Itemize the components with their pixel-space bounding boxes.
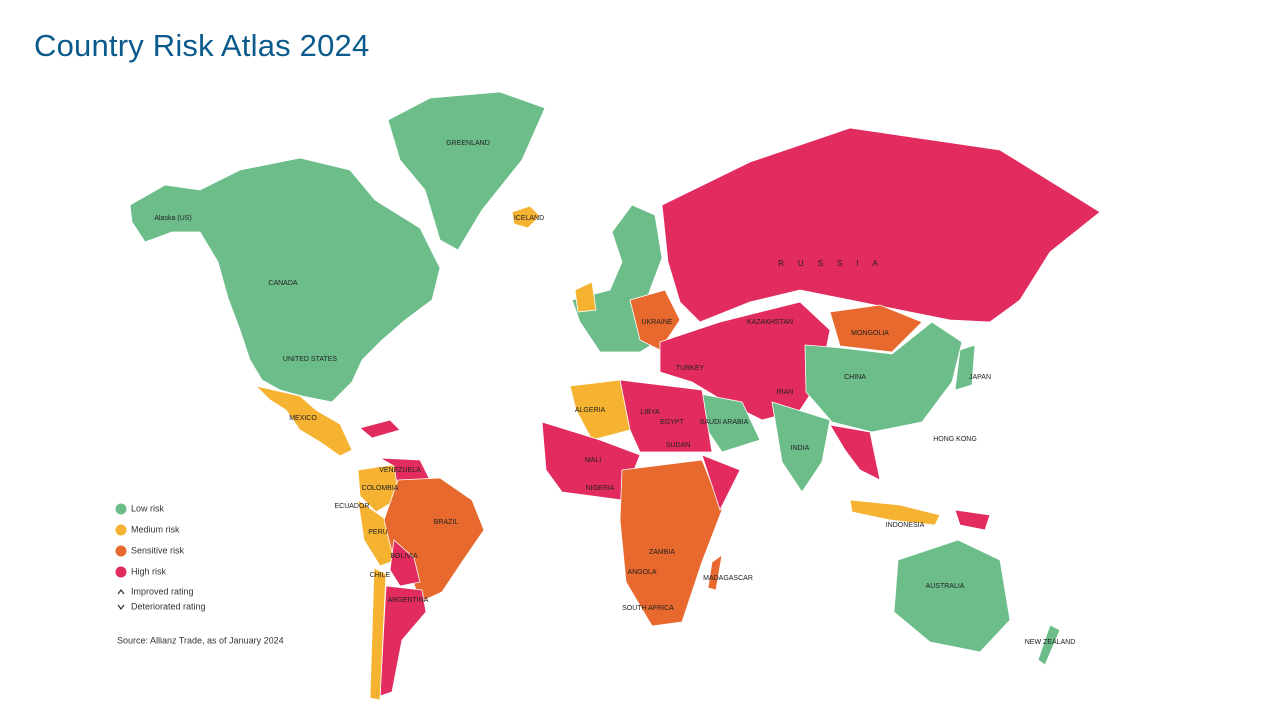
country-label: INDONESIA (886, 522, 925, 529)
algeria (569, 379, 631, 441)
country-label: ARGENTINA (388, 597, 429, 604)
country-label: LIBYA (640, 409, 660, 416)
north-africa (619, 379, 713, 453)
legend-swatch (115, 566, 127, 578)
legend-note: Deteriorated rating (131, 601, 206, 611)
source: Source: Allianz Trade, as of January 202… (117, 635, 284, 645)
legend-label: High risk (131, 566, 167, 576)
country-label: ECUADOR (334, 503, 369, 510)
country-label: NIGERIA (586, 485, 615, 492)
country-label: TURKEY (676, 365, 705, 372)
greenland (387, 91, 546, 251)
legend-label: Low risk (131, 503, 165, 513)
legend-swatch (115, 524, 127, 536)
country-label: BRAZIL (434, 519, 459, 526)
legend-note-icon (117, 604, 125, 610)
russia (661, 127, 1101, 323)
country-label: MALI (585, 457, 601, 464)
country-label: CHILE (370, 572, 391, 579)
country-label: CHINA (844, 374, 866, 381)
india (771, 401, 831, 493)
legend-label: Medium risk (131, 524, 180, 534)
legend-note-icon (117, 589, 125, 595)
indonesia (849, 499, 941, 526)
papua (954, 509, 991, 531)
country-label: COLOMBIA (362, 485, 399, 492)
australia (893, 539, 1011, 653)
peru (357, 499, 397, 567)
country-label: SOUTH AFRICA (622, 605, 674, 612)
landmasses (129, 91, 1101, 701)
iceland (511, 205, 541, 229)
country-label: SUDAN (666, 442, 691, 449)
central-asia-middle-east (659, 301, 831, 421)
country-label: NEW ZEALAND (1025, 639, 1076, 646)
country-label: KAZAKHSTAN (747, 319, 793, 326)
country-label: MEXICO (289, 415, 317, 422)
brazil (383, 477, 485, 603)
country-label: ZAMBIA (649, 549, 675, 556)
caribbean (359, 419, 401, 439)
country-label: JAPAN (969, 374, 991, 381)
country-label: RUSSIA (778, 259, 892, 268)
north-america (129, 157, 441, 403)
country-label: HONG KONG (933, 436, 977, 443)
east-africa (701, 454, 741, 512)
country-labels: GREENLAND Alaska (US) CANADA UNITED STATES M… (154, 140, 1075, 646)
new-zealand (1037, 624, 1061, 666)
country-label: IRAN (777, 389, 794, 396)
country-label: AUSTRALIA (926, 583, 965, 590)
country-label: BOLIVIA (390, 553, 418, 560)
country-label: UKRAINE (641, 319, 672, 326)
country-label: Alaska (US) (154, 215, 191, 222)
bolivia (389, 539, 421, 587)
country-label: UNITED STATES (283, 356, 338, 363)
legend-swatch (115, 503, 127, 515)
country-label: MONGOLIA (851, 330, 889, 337)
chile (369, 567, 387, 701)
country-label: SAUDI ARABIA (700, 419, 749, 426)
southeast-asia (829, 424, 881, 481)
country-label: ANGOLA (627, 569, 657, 576)
legend-swatch (115, 545, 127, 557)
legend-note: Improved rating (131, 586, 194, 596)
japan (954, 344, 976, 391)
central-africa (619, 459, 723, 627)
country-label: GREENLAND (446, 140, 490, 147)
china (804, 321, 963, 433)
legend-label: Sensitive risk (131, 545, 185, 555)
title: Country Risk Atlas 2024 (34, 28, 370, 63)
country-label: ALGERIA (575, 407, 606, 414)
country-label: INDIA (791, 445, 810, 452)
uk (574, 281, 597, 313)
country-label: EGYPT (660, 419, 684, 426)
country-label: PERU (368, 529, 387, 536)
mexico (254, 385, 353, 457)
madagascar (707, 554, 723, 591)
legend: Low risk Medium risk Sensitive risk High ri… (115, 503, 206, 611)
country-label: MADAGASCAR (703, 575, 753, 582)
country-label: VENEZUELA (379, 467, 421, 474)
country-label: CANADA (268, 280, 298, 287)
eastern-europe (629, 289, 681, 351)
colombia (357, 463, 399, 513)
country-label: ICELAND (514, 215, 544, 222)
mongolia (829, 304, 923, 353)
